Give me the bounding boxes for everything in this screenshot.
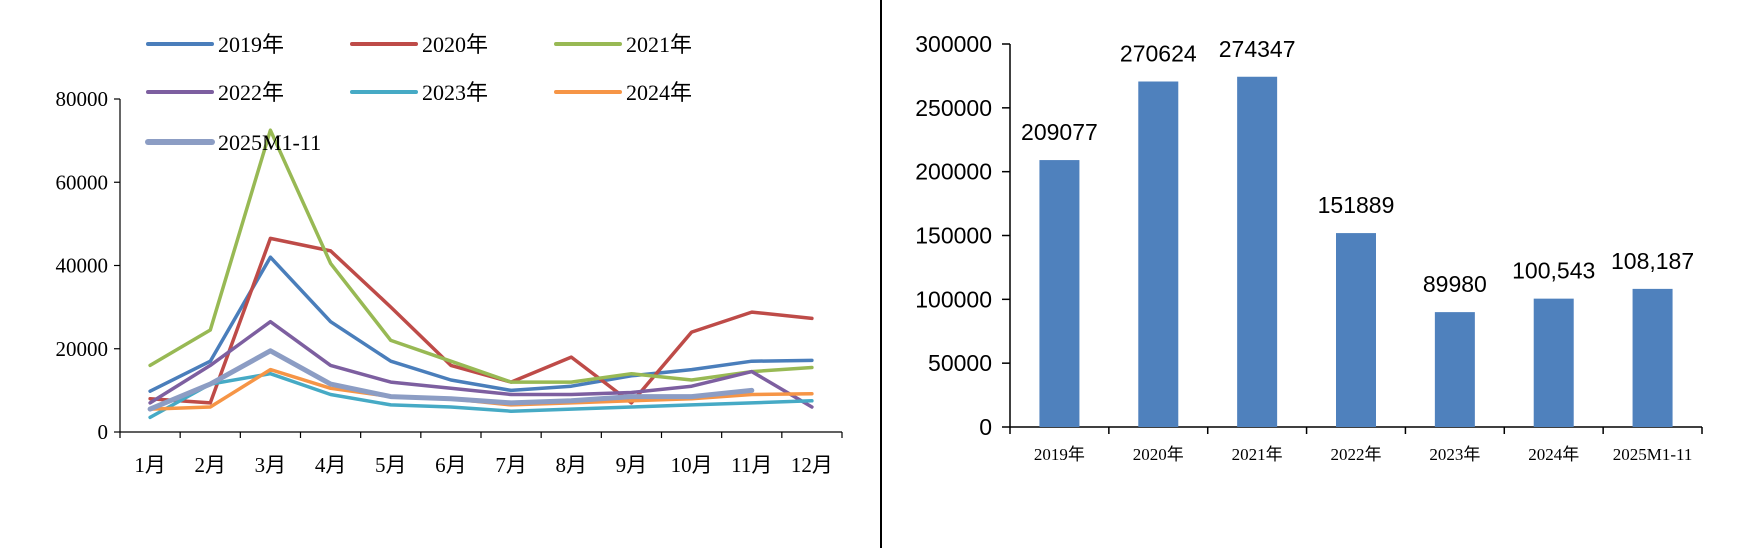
- annual-bar-chart-panel: 0 50000 100000 150000 200000 250000 300000 2019…: [884, 0, 1754, 548]
- series-line-3: [148, 128, 814, 384]
- x-tick-label: 2023年: [1429, 445, 1480, 464]
- y-tick-label: 0: [979, 414, 992, 440]
- legend-label: 2024年: [626, 80, 692, 105]
- x-tick-label: 2019年: [1034, 445, 1085, 464]
- series-line-7: [147, 348, 755, 412]
- legend-label: 2020年: [422, 32, 488, 57]
- x-tick-label: 7月: [495, 453, 527, 477]
- x-tick-label: 5月: [375, 453, 407, 477]
- y-tick-label: 300000: [915, 31, 992, 57]
- legend-label: 2022年: [218, 80, 284, 105]
- monthly-line-chart: 0 20000 40000 60000 80000 1月 2月 3月 4月 5月 6月 7月 8月 9月 1…: [56, 32, 843, 477]
- y-tick-label: 150000: [915, 223, 992, 249]
- x-tick-label: 4月: [315, 453, 347, 477]
- x-tick-label: 9月: [616, 453, 648, 477]
- bar-4: [1336, 233, 1376, 427]
- y-tick-label: 50000: [928, 350, 992, 376]
- legend-label: 2025M1-11: [218, 130, 321, 155]
- legend-label: 2021年: [626, 32, 692, 57]
- bar-data-label: 151889: [1318, 192, 1395, 218]
- x-tick-label: 6月: [435, 453, 467, 477]
- y-tick-label: 40000: [56, 254, 109, 278]
- series-line-4: [148, 319, 814, 409]
- x-tick-label: 2024年: [1528, 445, 1579, 464]
- x-tick-label: 11月: [731, 453, 772, 477]
- bar-data-label: 100,543: [1512, 258, 1595, 284]
- panel-divider: [880, 0, 882, 548]
- x-tick-label: 2022年: [1331, 445, 1382, 464]
- bar-3: [1237, 76, 1278, 427]
- x-tick-label: 2025M1-11: [1613, 445, 1693, 464]
- bar-7: [1632, 288, 1673, 427]
- bar-data-label: 108,187: [1611, 248, 1694, 274]
- bar-6: [1533, 298, 1574, 427]
- bar-data-label: 89980: [1423, 271, 1487, 297]
- x-tick-label: 12月: [791, 453, 833, 477]
- y-tick-label: 250000: [915, 95, 992, 121]
- bar-2: [1138, 81, 1179, 427]
- y-tick-label: 60000: [56, 170, 109, 194]
- x-tick-label: 2020年: [1133, 445, 1184, 464]
- annual-bar-chart: 0 50000 100000 150000 200000 250000 300000 2019…: [915, 31, 1703, 464]
- x-tick-label: 8月: [556, 453, 588, 477]
- y-tick-label: 80000: [56, 87, 109, 111]
- bar-5: [1434, 312, 1475, 427]
- bar-1: [1039, 160, 1080, 427]
- bar-data-label: 274347: [1219, 36, 1296, 62]
- y-tick-label: 0: [98, 420, 109, 444]
- bar-data-label: 270624: [1120, 41, 1197, 67]
- legend-label: 2023年: [422, 80, 488, 105]
- x-tick-label: 3月: [255, 453, 287, 477]
- x-tick-label: 1月: [134, 453, 166, 477]
- y-tick-label: 200000: [915, 159, 992, 185]
- series-line-2: [148, 236, 814, 405]
- bar-data-label: 209077: [1021, 119, 1098, 145]
- x-tick-label: 10月: [671, 453, 713, 477]
- monthly-line-chart-panel: 0 20000 40000 60000 80000 1月 2月 3月 4月 5月 6月 7月 8月 9月 1…: [56, 32, 843, 477]
- y-tick-label: 20000: [56, 337, 109, 361]
- x-tick-label: 2月: [195, 453, 227, 477]
- x-tick-label: 2021年: [1232, 445, 1283, 464]
- legend-label: 2019年: [218, 32, 284, 57]
- y-tick-label: 100000: [915, 286, 992, 312]
- series-line-1: [148, 255, 814, 393]
